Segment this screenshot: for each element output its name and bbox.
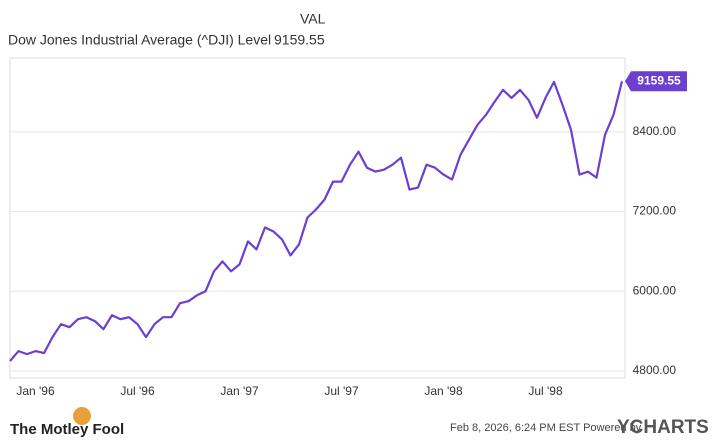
footer: The Motley Fool Feb 8, 2026, 6:24 PM EST… — [10, 407, 709, 438]
y-tick-label: 6000.00 — [633, 283, 677, 297]
plot-frame — [9, 57, 626, 379]
series-last-value: 9159.55 — [274, 32, 325, 48]
y-tick-label: 4800.00 — [633, 363, 677, 377]
x-tick-label: Jul '97 — [324, 384, 359, 398]
y-tick-label: 8400.00 — [633, 124, 677, 138]
logo-icon — [73, 407, 91, 425]
x-tick-label: Jul '98 — [528, 384, 563, 398]
column-header: VAL — [300, 11, 326, 27]
y-tick-label: 7200.00 — [633, 204, 677, 218]
x-tick-label: Jul '96 — [120, 384, 155, 398]
last-value-label: 9159.55 — [637, 73, 681, 87]
x-tick-label: Jan '97 — [220, 384, 259, 398]
brand: The Motley Fool — [10, 421, 124, 438]
series-name: Dow Jones Industrial Average (^DJI) Leve… — [8, 32, 271, 48]
x-tick-label: Jan '98 — [424, 384, 463, 398]
provider: YCHARTS — [617, 417, 709, 438]
series-line — [9, 80, 624, 362]
timestamp: Feb 8, 2026, 6:24 PM EST Powered by — [450, 422, 642, 434]
x-tick-label: Jan '96 — [16, 384, 55, 398]
last-value-tag — [625, 71, 687, 92]
